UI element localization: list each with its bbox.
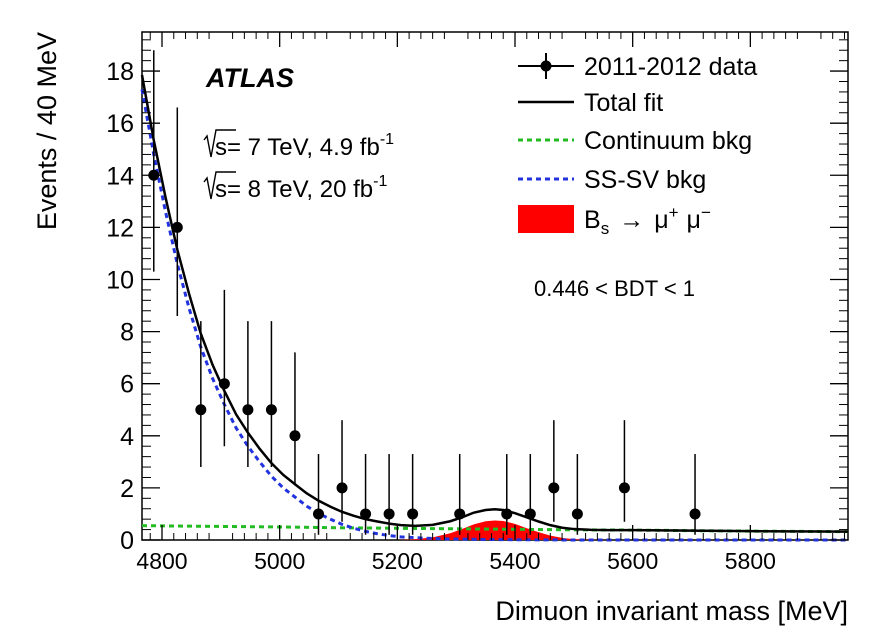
y-tick-label: 4: [120, 423, 134, 451]
svg-text:s= 7 TeV, 4.9 fb-1: s= 7 TeV, 4.9 fb-1: [215, 131, 394, 161]
legend-signal-mu1: μ: [654, 206, 668, 234]
legend-entry-total-fit: Total fit: [518, 89, 663, 117]
x-tick-label: 5400: [489, 548, 540, 574]
lumi-line-7tev: s= 7 TeV, 4.9 fb-1: [203, 129, 394, 161]
legend-signal-swatch: [518, 205, 574, 233]
legend-signal-mu2: μ: [687, 206, 701, 234]
data-point: [689, 508, 701, 520]
legend-signal-b: B: [584, 206, 601, 234]
legend-data-marker-dot: [540, 60, 552, 72]
y-tick-label: 0: [120, 527, 134, 555]
data-point: [313, 508, 324, 520]
legend-entry-data: 2011-2012 data: [518, 53, 757, 81]
sqrt-sign-icon: [203, 129, 236, 158]
y-tick-label: 8: [120, 319, 134, 347]
legend-data-label: 2011-2012 data: [584, 53, 757, 81]
legend: 2011-2012 data Total fit Continuum bkg S…: [518, 53, 757, 238]
lumi-line-8tev: s= 8 TeV, 20 fb-1: [203, 171, 387, 203]
data-point: [336, 482, 348, 494]
data-point: [501, 508, 513, 520]
y-tick-label: 14: [106, 162, 134, 190]
data-point: [407, 508, 419, 520]
y-tick-label: 6: [120, 371, 134, 399]
bdt-selection-label: 0.446 < BDT < 1: [534, 276, 695, 301]
data-point: [218, 378, 230, 390]
x-tick-label: 5200: [372, 548, 423, 574]
legend-sssv-label: SS-SV bkg: [584, 166, 706, 194]
legend-signal-sub: s: [601, 219, 610, 238]
y-tick-label: 10: [106, 266, 134, 294]
y-axis-title: Events / 40 MeV: [32, 32, 62, 230]
legend-entry-sssv: SS-SV bkg: [518, 166, 706, 194]
data-point: [289, 430, 301, 442]
legend-continuum-label: Continuum bkg: [584, 127, 752, 155]
x-tick-label: 4800: [136, 548, 187, 574]
axis-ticks-layer: 4800 5000 5200 5400 5600 5800 0 2 4 6 8 10 12 14 16 18: [106, 32, 848, 574]
svg-text:s= 8 TeV, 20 fb-1: s= 8 TeV, 20 fb-1: [215, 173, 387, 203]
x-tick-label: 5600: [607, 548, 658, 574]
sssv-bkg-curve: [140, 89, 848, 542]
legend-signal-label: Bs → μ+ μ−: [584, 203, 711, 238]
x-tick-label: 5800: [725, 548, 776, 574]
x-tick-label: 5000: [254, 548, 305, 574]
x-axis-title: Dimuon invariant mass [MeV]: [495, 596, 848, 626]
data-point: [571, 508, 583, 520]
data-point: [524, 508, 536, 520]
experiment-label: ATLAS: [205, 63, 294, 93]
data-point: [454, 508, 466, 520]
legend-entry-signal: Bs → μ+ μ−: [518, 203, 711, 238]
legend-signal-arrow: →: [619, 206, 644, 234]
data-point: [242, 404, 254, 416]
legend-signal-sup1: +: [669, 203, 679, 222]
lumi-8tev-sup: -1: [373, 173, 387, 190]
lumi-7tev-text: s= 7 TeV, 4.9 fb: [215, 134, 380, 161]
legend-total-fit-label: Total fit: [584, 89, 663, 117]
data-points-layer: [148, 50, 701, 535]
data-point: [548, 482, 560, 494]
data-point: [383, 508, 395, 520]
data-point: [195, 404, 207, 416]
y-tick-label: 16: [106, 110, 134, 138]
data-point: [360, 508, 372, 520]
y-tick-label: 18: [106, 58, 134, 86]
legend-signal-sup2: −: [701, 203, 711, 222]
lumi-8tev-text: s= 8 TeV, 20 fb: [215, 176, 373, 203]
y-tick-label: 2: [120, 475, 134, 503]
sqrt-sign-icon: [203, 171, 236, 200]
data-point: [265, 404, 277, 416]
legend-entry-continuum: Continuum bkg: [518, 127, 752, 155]
data-point: [171, 221, 183, 233]
y-tick-label: 12: [106, 214, 134, 242]
data-point: [618, 482, 630, 494]
lumi-7tev-sup: -1: [380, 131, 394, 148]
